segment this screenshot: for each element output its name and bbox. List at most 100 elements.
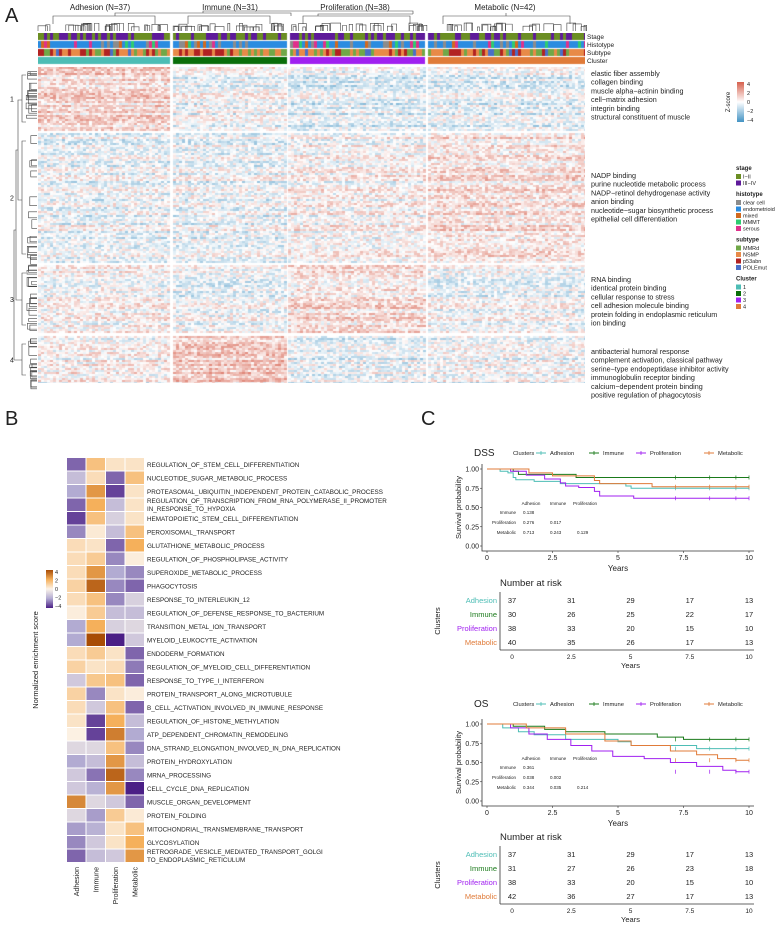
enrichment-cell [125, 552, 144, 565]
pathway-label: REGULATION_OF_TRANSCRIPTION_FROM_RNA_POL… [147, 498, 387, 505]
risk-x-tick: 0 [510, 908, 514, 915]
legend-item-label: p53abn [743, 259, 761, 265]
pvalue-cell: 0.344 [523, 785, 535, 790]
enrichment-cell [125, 525, 144, 538]
panel-b-heatmap [67, 458, 144, 862]
enrichment-cell [67, 660, 86, 673]
risk-row-label: Adhesion [466, 850, 497, 859]
enrichment-cell [67, 714, 86, 727]
x-tick-label: 7.5 [679, 555, 689, 562]
enrichment-cell [86, 552, 105, 565]
risk-count: 20 [626, 878, 634, 887]
risk-count: 23 [686, 864, 694, 873]
x-tick-label: 10 [745, 810, 753, 817]
legend-swatch [736, 226, 741, 231]
enrichment-cell [106, 849, 125, 862]
enrichment-cell [67, 782, 86, 795]
enrichment-cell [86, 471, 105, 484]
legend-swatch [736, 200, 741, 205]
legend-label: Metabolic [718, 451, 743, 457]
legend-title: Cluster [736, 277, 757, 283]
legend-item-label: 1 [743, 285, 746, 291]
enrichment-cell [125, 795, 144, 808]
pathway-label: B_CELL_ACTIVATION_INVOLVED_IN_IMMUNE_RES… [147, 705, 323, 712]
enrichment-cell [67, 822, 86, 835]
column-label: Adhesion [74, 867, 81, 896]
enrichment-cell [125, 782, 144, 795]
go-term-label: structural constituent of muscle [591, 113, 690, 122]
x-tick-label: 5 [616, 810, 620, 817]
risk-count: 38 [508, 878, 516, 887]
risk-count: 13 [745, 638, 753, 647]
go-term-label: NADP binding [591, 171, 636, 180]
y-tick-label: 0.75 [465, 486, 479, 493]
pvalue-col-header: Adhesion [522, 501, 541, 506]
risk-row-label: Adhesion [466, 596, 497, 605]
pathway-label: PROTEIN_HYDROXYLATION [147, 759, 232, 766]
enrichment-cell [106, 593, 125, 606]
enrichment-cell [67, 606, 86, 619]
risk-row-label: Proliferation [457, 624, 497, 633]
pathway-label: GLUTATHIONE_METABOLIC_PROCESS [147, 543, 265, 550]
pathway-label: NUCLEOTIDE_SUGAR_METABOLIC_PROCESS [147, 476, 287, 483]
pathway-label: IN_RESPONSE_TO_HYPOXIA [147, 506, 236, 513]
risk-count: 36 [567, 892, 575, 901]
pvalue-row-header: Metabolic [497, 530, 517, 535]
enrichment-cell [125, 593, 144, 606]
enrichment-cell [86, 539, 105, 552]
risk-count: 31 [567, 596, 575, 605]
enrichment-cell [125, 498, 144, 511]
legend-swatch [736, 258, 741, 264]
pvalue-row-header: Metabolic [497, 785, 517, 790]
zscore-colorbar [737, 82, 744, 122]
nes-tick: −2 [55, 596, 61, 602]
row-dendrogram [13, 71, 37, 390]
enrichment-cell [67, 512, 86, 525]
legend-item-label: endometrioid [743, 207, 775, 213]
risk-count: 17 [686, 638, 694, 647]
enrichment-cell [106, 647, 125, 660]
risk-x-tick: 2.5 [567, 654, 576, 661]
risk-count: 10 [745, 878, 753, 887]
enrichment-cell [125, 660, 144, 673]
enrichment-cell [106, 566, 125, 579]
go-term-label: identical protein binding [591, 284, 667, 293]
enrichment-cell [86, 593, 105, 606]
risk-count: 26 [567, 610, 575, 619]
enrichment-cell [86, 525, 105, 538]
legend-label: Metabolic [718, 702, 743, 708]
go-term-label: calcium−dependent protein binding [591, 382, 703, 391]
pathway-label: REGULATION_OF_STEM_CELL_DIFFERENTIATION [147, 462, 300, 469]
enrichment-cell [67, 674, 86, 687]
enrichment-cell [67, 498, 86, 511]
enrichment-cell [125, 674, 144, 687]
enrichment-cell [67, 809, 86, 822]
go-term-label: protein folding in endoplasmic reticulum [591, 310, 717, 319]
legend-item-label: MMMT [743, 220, 761, 226]
enrichment-cell [106, 485, 125, 498]
pvalue-cell: 0.035 [550, 785, 562, 790]
y-tick-label: 1.00 [465, 467, 479, 474]
enrichment-cell [106, 458, 125, 471]
risk-count: 13 [745, 596, 753, 605]
go-term-label: NADP−retinol dehydrogenase activity [591, 188, 711, 197]
legend-swatch [736, 180, 741, 186]
enrichment-cell [86, 701, 105, 714]
legend-item-label: mixed [743, 214, 758, 220]
enrichment-cell [67, 539, 86, 552]
zscore-title: Z-score [726, 91, 732, 112]
group-header: Immune (N=31) [202, 3, 258, 12]
legend-item-label: MMRd [743, 246, 759, 252]
pvalue-col-header: Proliferation [573, 501, 598, 506]
enrichment-cell [86, 498, 105, 511]
legend-title: stage [736, 166, 752, 172]
pvalue-cell: 0.361 [523, 765, 535, 770]
pathway-label: MYELOID_LEUKOCYTE_ACTIVATION [147, 638, 258, 645]
annotation-row-label: Stage [587, 34, 604, 41]
enrichment-cell [67, 633, 86, 646]
x-tick-label: 5 [616, 555, 620, 562]
legend-swatch [736, 291, 741, 296]
column-label: Metabolic [133, 867, 140, 897]
enrichment-cell [125, 728, 144, 741]
enrichment-cell [106, 539, 125, 552]
